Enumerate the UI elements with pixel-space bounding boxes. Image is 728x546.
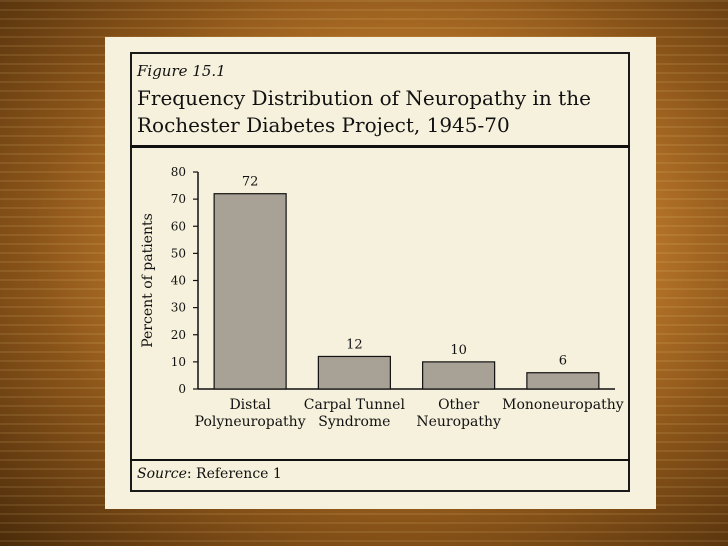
category-label: Other (438, 397, 479, 413)
data-label: 6 (559, 354, 567, 369)
source-divider (130, 459, 630, 461)
y-tick-label: 30 (171, 301, 186, 315)
figure-label: Figure 15.1 (137, 62, 226, 80)
data-label: 10 (450, 343, 467, 358)
category-label: Neuropathy (416, 414, 501, 430)
y-tick-label: 10 (171, 355, 186, 369)
data-label: 12 (346, 337, 363, 352)
chart-title: Frequency Distribution of Neuropathy in … (137, 86, 591, 137)
bar (422, 361, 496, 390)
y-tick-label: 40 (171, 274, 186, 288)
bar (317, 355, 391, 390)
source-label: Source (137, 466, 187, 482)
y-axis-label: Percent of patients (140, 213, 156, 348)
category-label: Polyneuropathy (195, 414, 306, 430)
y-tick-label: 50 (171, 246, 186, 260)
source-text: : Reference 1 (186, 466, 282, 482)
category-label: Syndrome (318, 414, 390, 430)
title-divider (130, 145, 630, 148)
category-label: Carpal Tunnel (304, 397, 406, 413)
figure-panel (105, 37, 656, 509)
y-tick-label: 80 (171, 165, 186, 179)
bar (526, 372, 600, 390)
data-label: 72 (242, 175, 259, 190)
figure-frame (130, 52, 630, 492)
y-tick-label: 60 (171, 219, 186, 233)
category-label: Mononeuropathy (502, 397, 624, 413)
source-note: Source: Reference 1 (137, 466, 282, 482)
y-tick-label: 0 (178, 382, 186, 396)
y-tick-label: 70 (171, 192, 186, 206)
y-tick-label: 20 (171, 328, 186, 342)
category-label: Distal (229, 397, 271, 413)
bar (213, 193, 287, 390)
